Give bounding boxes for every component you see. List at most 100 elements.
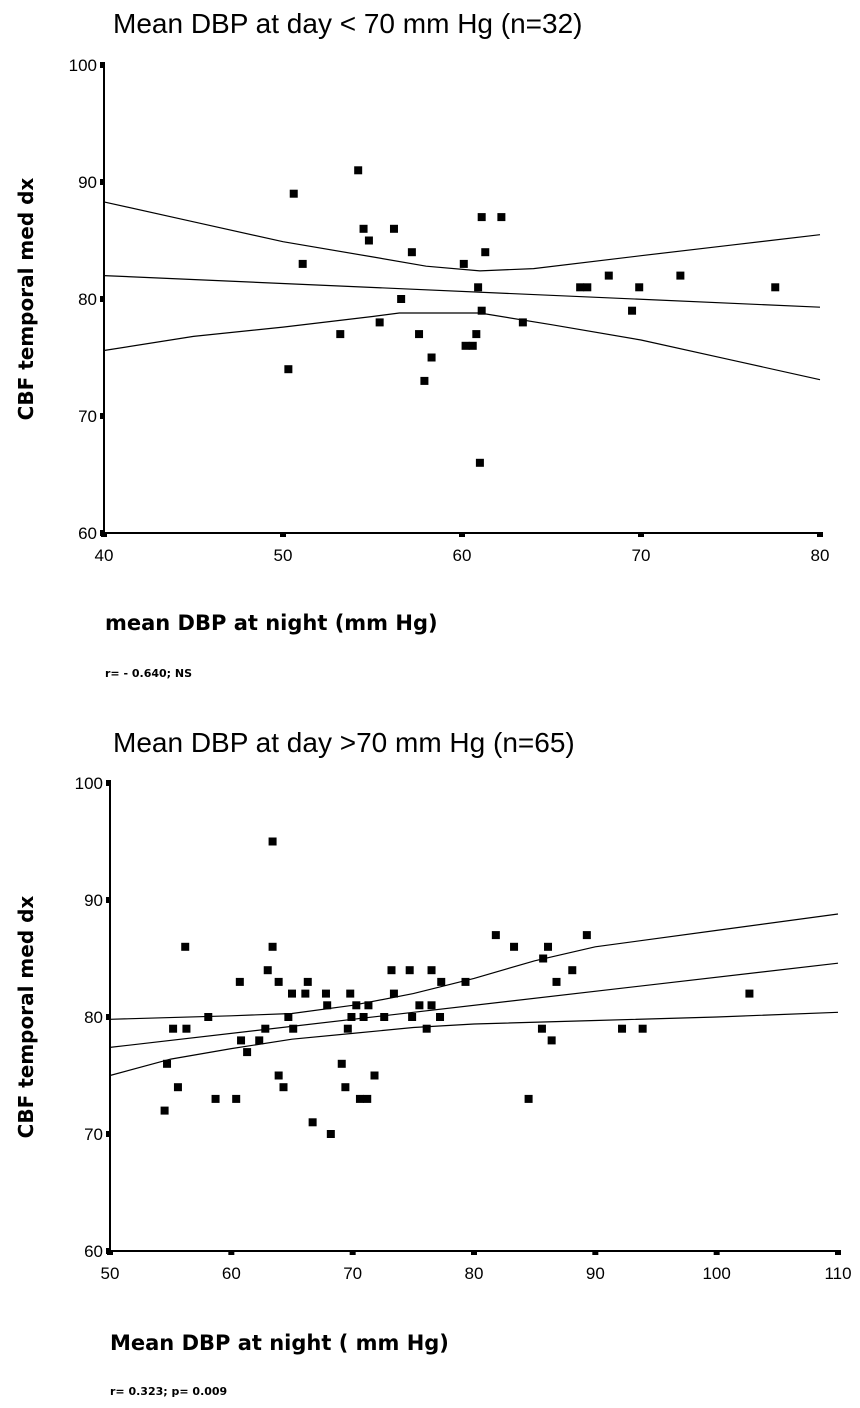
x-tick-mark: [107, 1250, 113, 1255]
data-point: [568, 966, 577, 975]
y-tick-mark: [106, 780, 111, 786]
data-point: [336, 330, 345, 339]
y-tick-label: 60: [84, 1242, 103, 1261]
x-tick-mark: [228, 1250, 235, 1255]
chart-title: Mean DBP at day < 70 mm Hg (n=32): [113, 8, 583, 39]
data-point: [255, 1036, 264, 1045]
data-point: [263, 966, 272, 975]
data-point: [268, 837, 277, 846]
data-point: [341, 1083, 350, 1092]
data-point: [268, 942, 277, 951]
data-point: [326, 1130, 335, 1138]
data-point: [618, 1024, 627, 1033]
data-point: [547, 1036, 556, 1045]
y-tick-mark: [106, 897, 111, 903]
y-tick-label: 90: [78, 173, 97, 192]
data-point: [745, 989, 754, 998]
data-point: [537, 1024, 546, 1033]
data-point: [604, 271, 613, 280]
data-point: [552, 977, 561, 986]
y-tick-mark: [100, 413, 105, 419]
stat-annotation: r= - 0.640; NS: [105, 667, 192, 680]
data-point: [468, 341, 477, 350]
y-tick-label: 70: [78, 407, 97, 426]
data-point: [347, 1013, 356, 1021]
x-tick-mark: [713, 1250, 720, 1255]
data-point: [436, 1013, 445, 1021]
x-tick-mark: [638, 532, 644, 537]
data-point: [427, 966, 436, 975]
data-point: [497, 213, 506, 222]
data-point: [235, 977, 244, 986]
data-point: [298, 259, 307, 268]
data-point: [475, 458, 484, 467]
x-tick-label: 90: [586, 1264, 605, 1283]
data-point: [477, 306, 486, 315]
data-point: [364, 1001, 373, 1010]
y-tick-mark: [106, 1131, 111, 1137]
data-point: [355, 1094, 364, 1103]
y-tick-mark: [100, 296, 105, 302]
data-point: [408, 1013, 417, 1021]
x-axis-title: mean DBP at night (mm Hg): [105, 611, 438, 635]
data-point: [415, 330, 424, 339]
data-point: [274, 977, 283, 986]
data-point: [582, 931, 591, 940]
data-point: [359, 1013, 368, 1021]
x-tick-label: 70: [343, 1264, 362, 1283]
chart-1: Mean DBP at day < 70 mm Hg (n=32) 60 70 80 9…: [14, 8, 829, 680]
data-point: [211, 1094, 220, 1103]
data-point: [472, 330, 481, 339]
data-point: [518, 318, 527, 327]
x-axis-title: Mean DBP at night ( mm Hg): [110, 1331, 449, 1355]
data-point: [323, 1001, 332, 1010]
data-point: [346, 989, 355, 998]
data-point: [771, 283, 780, 292]
data-point: [289, 1024, 298, 1033]
data-point: [635, 283, 644, 292]
data-point: [364, 236, 373, 245]
data-point: [352, 1001, 361, 1010]
data-point: [481, 248, 490, 257]
data-point: [343, 1024, 352, 1033]
regression-line: [109, 962, 839, 1048]
x-tick-mark: [101, 532, 107, 537]
x-tick-label: 70: [632, 546, 651, 565]
data-point: [437, 977, 446, 986]
data-point: [583, 283, 592, 292]
data-point: [301, 989, 310, 998]
data-point: [303, 977, 312, 986]
x-tick-label: 110: [824, 1264, 851, 1283]
data-point: [321, 989, 330, 998]
data-point: [284, 1013, 293, 1021]
data-point: [274, 1071, 283, 1080]
x-tick-label: 60: [453, 546, 472, 565]
data-point: [397, 295, 406, 303]
data-point: [415, 1001, 424, 1010]
y-tick-label: 90: [84, 891, 103, 910]
data-point: [544, 942, 553, 951]
regression-line: [103, 275, 821, 308]
x-tick-label: 100: [702, 1264, 730, 1283]
y-tick-label: 100: [75, 774, 103, 793]
chart-title: Mean DBP at day >70 mm Hg (n=65): [113, 727, 575, 758]
data-point: [363, 1094, 372, 1103]
data-point: [237, 1036, 246, 1045]
data-point: [375, 318, 384, 327]
data-point: [474, 283, 483, 292]
data-point: [288, 989, 296, 998]
data-point: [461, 341, 470, 350]
stat-annotation: r= 0.323; p= 0.009: [110, 1385, 227, 1398]
data-point: [182, 1024, 191, 1033]
x-tick-label: 80: [465, 1264, 484, 1283]
data-point: [243, 1048, 252, 1057]
data-point: [284, 365, 293, 374]
x-tick-mark: [471, 1250, 477, 1255]
ci-lower-line: [109, 1011, 839, 1077]
x-tick-mark: [835, 1250, 841, 1255]
x-tick-label: 50: [101, 1264, 120, 1283]
data-point: [405, 966, 414, 975]
data-point: [427, 353, 436, 362]
data-point: [389, 224, 398, 233]
data-point: [638, 1024, 647, 1033]
